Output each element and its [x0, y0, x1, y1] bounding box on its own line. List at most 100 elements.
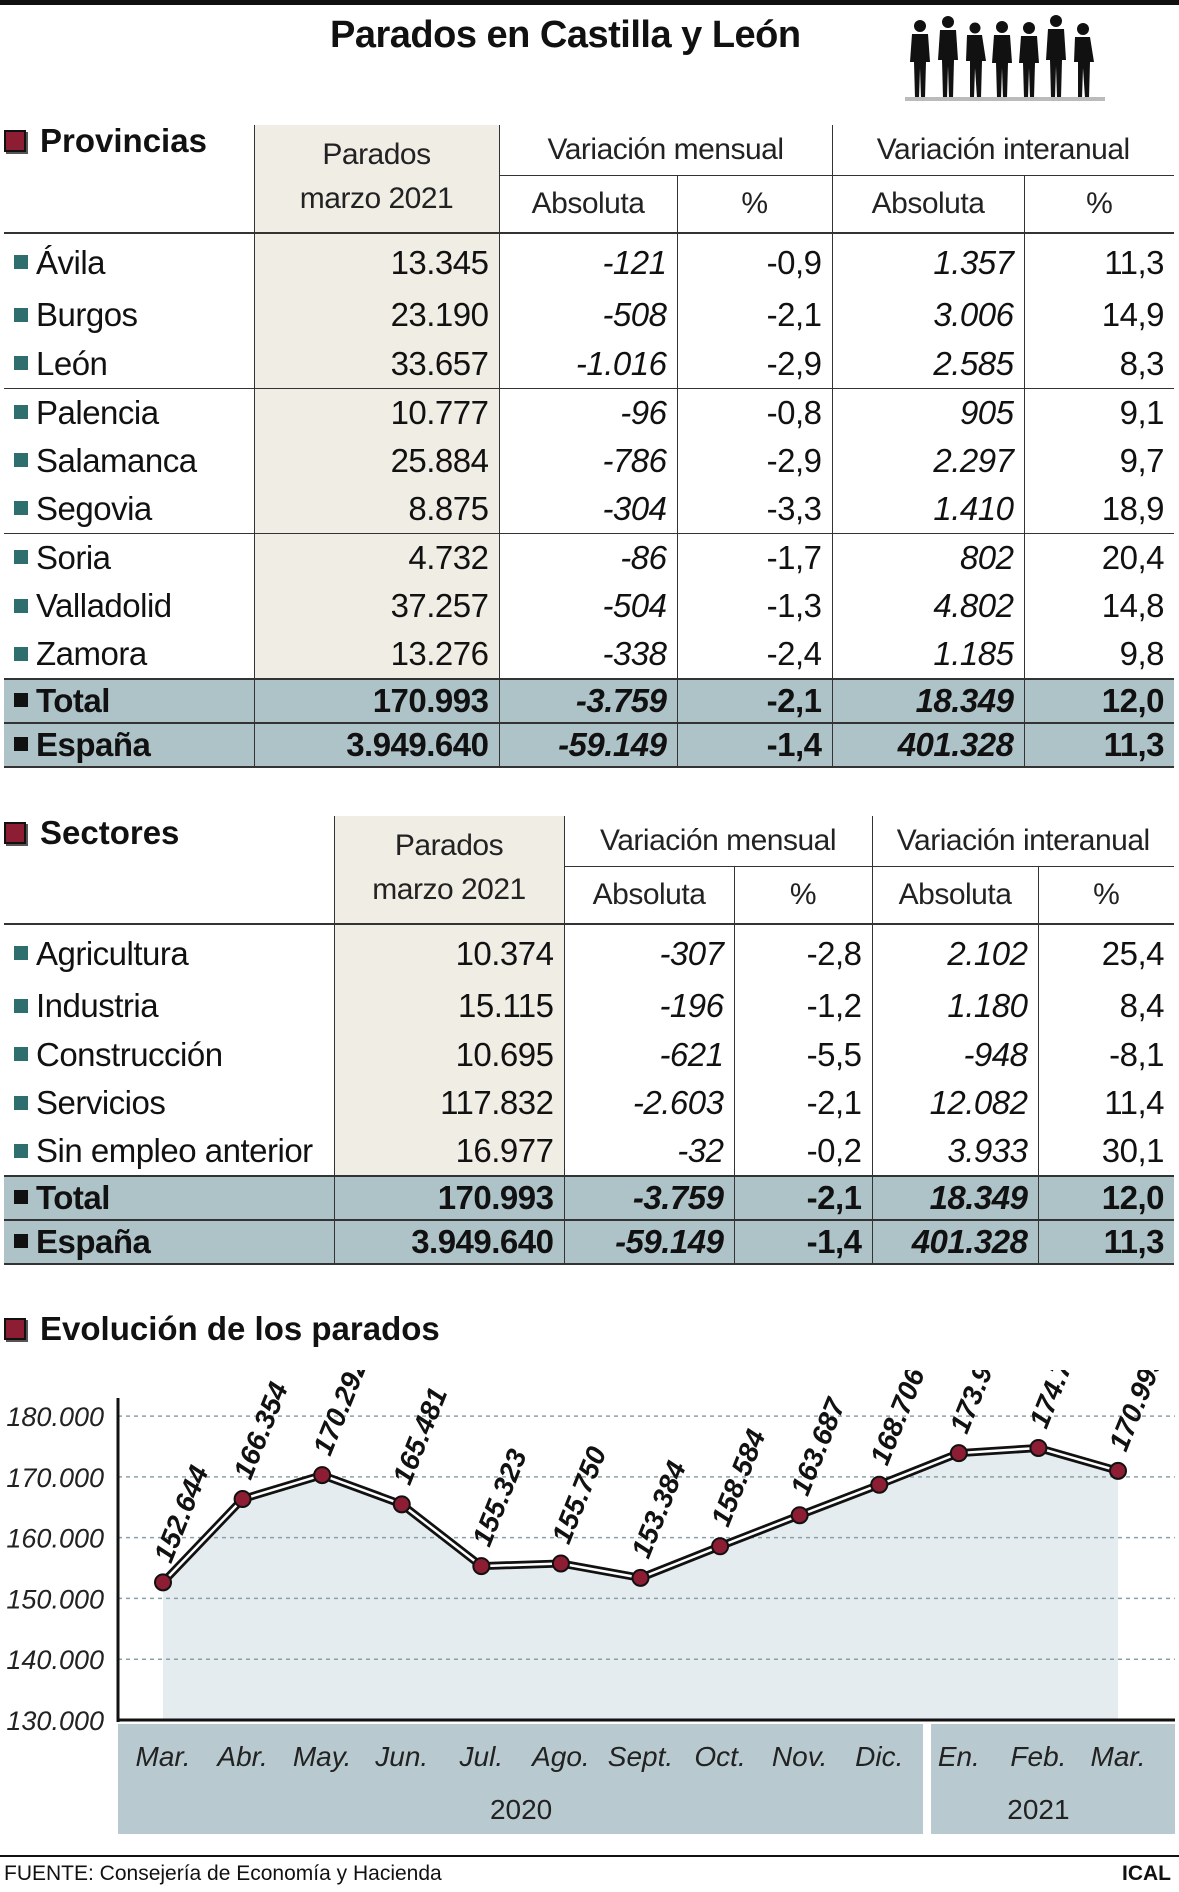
sectores-col-parados-sub: marzo 2021 [372, 873, 526, 906]
bullet-icon [14, 1234, 28, 1249]
cell-m-abs: -3.759 [563, 1176, 734, 1220]
cell-m-abs: -59.149 [498, 723, 677, 767]
data-label: 163.687 [784, 1393, 851, 1500]
cell-i-pct: 9,8 [1023, 630, 1174, 679]
chart-title: Evolución de los parados [40, 1310, 440, 1347]
cell-m-abs: -504 [498, 582, 677, 631]
cell-m-pct: -0,2 [733, 1127, 872, 1176]
data-point [313, 1466, 332, 1485]
bullet-icon [14, 453, 28, 468]
table-row: Soria 4.732 -86 -1,7 802 20,4 [4, 533, 1174, 582]
table-row: Construcción 10.695 -621 -5,5 -948 -8,1 [4, 1030, 1174, 1079]
data-point [233, 1490, 252, 1509]
sectores-col-parados: Parados [394, 829, 504, 862]
data-point [154, 1573, 172, 1592]
source-note: FUENTE: Consejería de Economía y Haciend… [4, 1862, 442, 1885]
table-row: Burgos 23.190 -508 -2,1 3.006 14,9 [4, 291, 1174, 340]
row-name-label: Construcción [36, 1035, 223, 1073]
cell-i-pct: 14,8 [1023, 582, 1174, 631]
cell-i-abs: 18.349 [871, 1176, 1038, 1220]
cell-parados: 170.993 [253, 679, 499, 723]
y-tick-label: 140.000 [6, 1645, 104, 1675]
evolution-line-chart: 130.000 140.000 150.000 160.000 170.000 180.0… [6, 1370, 1175, 1834]
row-name: Palencia [4, 388, 254, 437]
row-name-label: España [36, 726, 151, 763]
cell-i-pct: 8,4 [1037, 982, 1174, 1031]
year-label: 2021 [1007, 1794, 1069, 1825]
bullet-icon [14, 1095, 28, 1110]
bullet-icon [14, 254, 28, 269]
row-name-label: Industria [36, 987, 159, 1025]
cell-i-pct: -8,1 [1037, 1030, 1174, 1079]
data-point [711, 1537, 730, 1556]
cell-i-pct: 11,3 [1023, 723, 1174, 767]
cell-parados: 8.875 [253, 485, 499, 534]
cell-m-abs: -786 [498, 436, 677, 485]
cell-i-abs: 1.180 [871, 982, 1038, 1031]
row-name: Total [4, 679, 254, 723]
table-row: Ávila 13.345 -121 -0,9 1.357 11,3 [4, 233, 1174, 291]
table-row: Sin empleo anterior 16.977 -32 -0,2 3.933 30,… [4, 1127, 1174, 1176]
row-name-label: León [36, 344, 108, 382]
person-6-icon [1046, 15, 1066, 98]
total-row: Total 170.993 -3.759 -2,1 18.349 12,0 [4, 1176, 1174, 1220]
cell-m-pct: -0,9 [676, 233, 832, 291]
cell-i-abs: 401.328 [871, 1220, 1038, 1264]
cell-m-abs: -32 [563, 1127, 734, 1176]
bullet-icon [14, 598, 28, 613]
cell-m-abs: -621 [563, 1030, 734, 1079]
cell-m-pct: -3,3 [676, 485, 832, 534]
cell-parados: 3.949.640 [253, 723, 499, 767]
footer-rule [0, 1855, 1179, 1857]
cell-m-pct: -1,4 [676, 723, 832, 767]
cell-i-pct: 14,9 [1023, 291, 1174, 340]
data-point [631, 1568, 650, 1587]
data-label: 166.354 [227, 1377, 294, 1483]
cell-parados: 117.832 [333, 1079, 564, 1128]
row-name-label: Palencia [36, 393, 159, 431]
cell-parados: 25.884 [253, 436, 499, 485]
cell-m-abs: -96 [498, 388, 677, 437]
cell-i-pct: 30,1 [1037, 1127, 1174, 1176]
top-rule [0, 0, 1179, 5]
chart-heading: Evolución de los parados [4, 1310, 440, 1348]
cell-i-pct: 12,0 [1037, 1176, 1174, 1220]
provincias-table: Parados marzo 2021 Variación mensual Var… [4, 125, 1174, 768]
sectores-sub-interanual-pct: % [1037, 866, 1174, 924]
cell-parados: 33.657 [253, 339, 499, 388]
cell-i-abs: 4.802 [831, 582, 1024, 631]
cell-i-abs: 1.357 [831, 233, 1024, 291]
cell-i-pct: 25,4 [1037, 924, 1174, 982]
cell-parados: 10.374 [333, 924, 564, 982]
row-name-label: Servicios [36, 1084, 166, 1122]
row-name: Zamora [4, 631, 254, 680]
data-point [472, 1557, 491, 1576]
section-marker-icon [4, 1318, 26, 1340]
data-point [551, 1554, 570, 1573]
sectores-table: Parados marzo 2021 Variación mensual Var… [4, 816, 1174, 1265]
cell-m-abs: -307 [563, 924, 734, 982]
data-label: 155.323 [466, 1444, 533, 1550]
cell-i-pct: 12,0 [1023, 679, 1174, 723]
data-point [1109, 1461, 1127, 1480]
cell-m-pct: -1,4 [733, 1220, 872, 1264]
x-tick-label: En. [938, 1741, 980, 1772]
page-title: Parados en Castilla y León [330, 14, 801, 56]
data-point [392, 1495, 411, 1514]
cell-i-abs: 2.102 [871, 924, 1038, 982]
provincias-col-interanual: Variación interanual [831, 125, 1174, 176]
credit-label: ICAL [1122, 1862, 1171, 1885]
x-tick-label: Ago. [530, 1741, 590, 1772]
cell-m-pct: -1,3 [676, 582, 832, 631]
table-row: Agricultura 10.374 -307 -2,8 2.102 25,4 [4, 924, 1174, 982]
row-name-label: Total [36, 1179, 110, 1216]
provincias-heading-label: Provincias [40, 122, 207, 159]
bullet-icon [14, 1047, 28, 1062]
x-tick-label: Feb. [1010, 1741, 1066, 1772]
cell-parados: 13.276 [253, 630, 499, 679]
bullet-icon [14, 646, 28, 661]
cell-m-abs: -59.149 [563, 1220, 734, 1264]
provincias-sub-mensual-abs: Absoluta [498, 175, 677, 233]
sectores-col-interanual: Variación interanual [871, 816, 1174, 867]
cell-i-pct: 11,4 [1037, 1079, 1174, 1128]
